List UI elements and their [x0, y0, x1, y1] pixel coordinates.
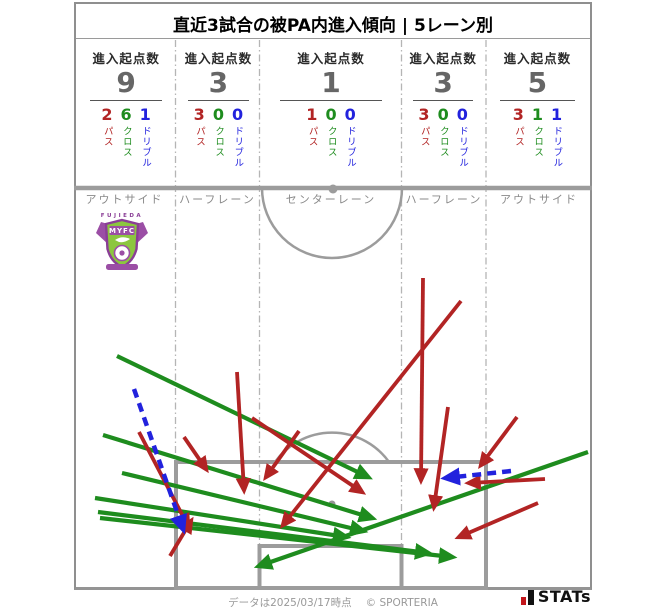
pass-count: 3 [512, 105, 524, 125]
cross-count: 0 [437, 105, 449, 125]
lane-stats-header: 進入起点数 [297, 51, 365, 66]
lane-dribble-stat: 0 ドリブル [345, 106, 356, 168]
team-logo-club-text: FUJIEDA [101, 213, 143, 219]
pitch-lane-label-3: センターレーン [285, 193, 377, 206]
pitch-lane-label-5: アウトサイド [500, 193, 578, 206]
lane-column-4: 進入起点数 3 3 パス 0 クロス 0 ドリブル [401, 39, 484, 188]
lane-total-count: 3 [433, 66, 453, 99]
pitch-lane-label-2: ハーフレーン [179, 193, 256, 206]
brand-red-bar [520, 597, 526, 605]
lane-cross-stat: 6 クロス [121, 106, 132, 168]
pass-label: パス [513, 125, 524, 147]
pass-label: パス [418, 125, 430, 147]
pass-label: パス [306, 125, 318, 147]
lane-pass-stat: 1 パス [306, 106, 317, 168]
brand-text: STATs [537, 587, 591, 606]
pass-count: 3 [193, 105, 205, 125]
lane-divider-rule [499, 100, 576, 102]
team-logo-initials-text: MYFC [109, 227, 135, 235]
lane-labels-row: アウトサイド ハーフレーン センターレーン ハーフレーン アウトサイド [74, 192, 592, 206]
lane-divider-rule [90, 100, 163, 102]
lane-cross-stat: 1 クロス [532, 106, 543, 168]
footer-note: データは2025/03/17時点 © SPORTERIA [74, 595, 592, 610]
dribble-label: ドリブル [457, 125, 469, 168]
lane-divider-rule [413, 100, 474, 102]
cross-count: 0 [212, 105, 224, 125]
lane-pass-stat: 3 パス [513, 106, 524, 168]
lane-dribble-stat: 0 ドリブル [232, 106, 243, 168]
cross-label: クロス [325, 125, 337, 158]
lane-stats-header: 進入起点数 [503, 51, 572, 66]
logo-ribbon [106, 264, 138, 270]
pass-count: 3 [418, 105, 430, 125]
stats-row: 進入起点数 9 2 パス 6 クロス 1 ドリブル 進入起点数 3 3 パス 0 クロス 0 ドリブル 進入起点… [76, 39, 590, 188]
pitch-lane-label-4: ハーフレーン [405, 193, 483, 206]
logo-bird [115, 237, 130, 243]
cross-label: クロス [532, 125, 544, 158]
cross-count: 0 [325, 105, 337, 125]
brand-logo: STATs [520, 587, 591, 606]
cross-label: クロス [437, 125, 449, 158]
page-title: 直近3試合の被PA内進入傾向 | 5レーン別 [76, 4, 590, 39]
cross-label: クロス [120, 125, 132, 158]
lane-cross-stat: 0 クロス [213, 106, 224, 168]
dribble-label: ドリブル [551, 125, 563, 168]
lane-cross-stat: 0 クロス [438, 106, 449, 168]
logo-ball-pentagon [119, 250, 125, 256]
brand-black-bar [527, 590, 534, 605]
pass-label: パス [193, 125, 205, 147]
pass-label: パス [101, 125, 113, 147]
lane-column-3: 進入起点数 1 1 パス 0 クロス 0 ドリブル [261, 39, 402, 188]
dribble-count: 0 [344, 105, 356, 125]
lane-cross-stat: 0 クロス [325, 106, 336, 168]
lane-column-1: 進入起点数 9 2 パス 6 クロス 1 ドリブル [76, 39, 176, 188]
dribble-count: 0 [456, 105, 468, 125]
card-frame: 直近3試合の被PA内進入傾向 | 5レーン別 進入起点数 9 2 パス 6 クロス 1 ドリブ… [74, 2, 592, 590]
dribble-count: 1 [139, 105, 151, 125]
lane-total-count: 5 [527, 66, 548, 99]
dribble-label: ドリブル [139, 125, 151, 168]
lane-total-count: 9 [116, 66, 136, 99]
team-logo: FUJIEDA MYFC [93, 209, 151, 275]
footer-copyright: © SPORTERIA [365, 597, 438, 609]
lane-divider-rule [188, 100, 249, 102]
dribble-count: 1 [550, 105, 563, 125]
lane-total-count: 3 [208, 66, 229, 99]
lane-dribble-stat: 0 ドリブル [457, 106, 468, 168]
dribble-label: ドリブル [344, 125, 356, 168]
cross-label: クロス [213, 125, 225, 158]
lane-dribble-stat: 1 ドリブル [140, 106, 151, 168]
lane-stats-header: 進入起点数 [184, 51, 253, 66]
lane-divider-rule [280, 100, 382, 102]
lane-pass-stat: 3 パス [418, 106, 429, 168]
lane-stats-header: 進入起点数 [92, 51, 160, 66]
lane-column-5: 進入起点数 5 3 パス 1 クロス 1 ドリブル [485, 39, 590, 188]
cross-count: 1 [531, 105, 543, 125]
lane-stats-header: 進入起点数 [409, 51, 477, 66]
dribble-label: ドリブル [232, 125, 244, 168]
lane-total-count: 1 [321, 66, 341, 99]
footer-date-note: データは2025/03/17時点 [228, 597, 352, 609]
pitch-lane-label-1: アウトサイド [85, 193, 164, 206]
lane-pass-stat: 3 パス [194, 106, 205, 168]
pass-count: 1 [306, 105, 318, 125]
brand-bars-icon [520, 590, 534, 605]
cross-count: 6 [120, 105, 132, 125]
logo-band [109, 226, 135, 235]
dribble-count: 0 [231, 105, 244, 125]
lane-pass-stat: 2 パス [101, 106, 112, 168]
lane-column-2: 進入起点数 3 3 パス 0 クロス 0 ドリブル [176, 39, 260, 188]
pass-count: 2 [101, 105, 113, 125]
lane-dribble-stat: 1 ドリブル [551, 106, 562, 168]
